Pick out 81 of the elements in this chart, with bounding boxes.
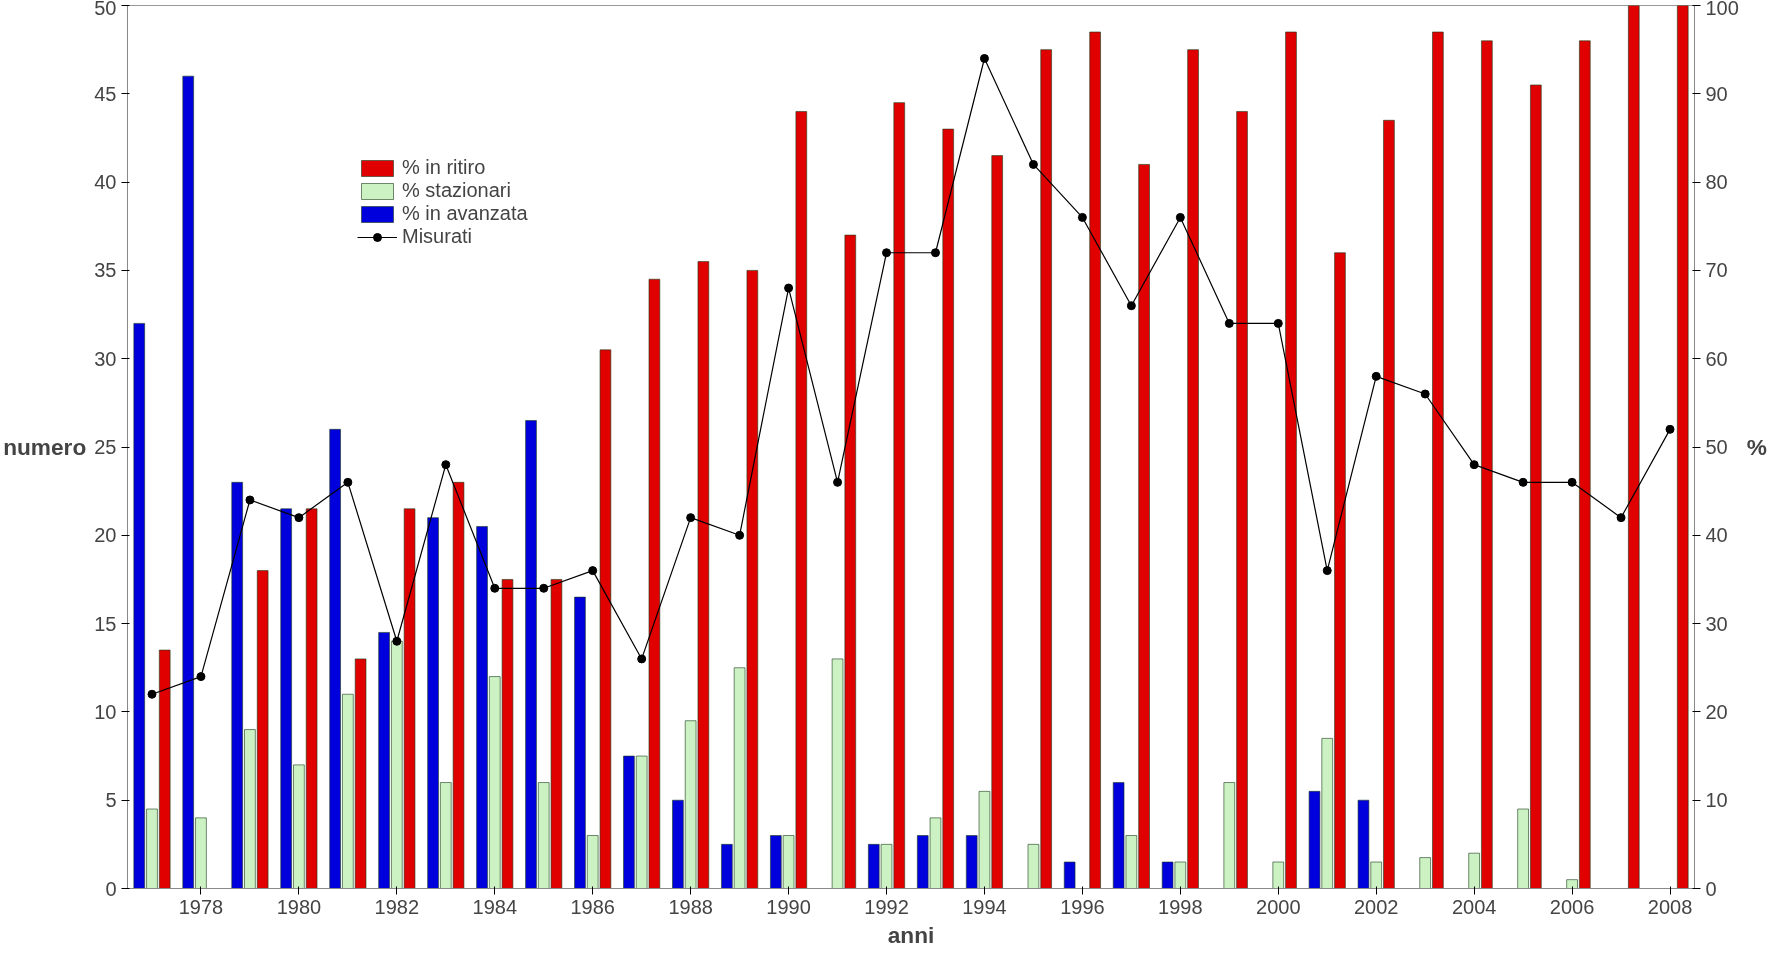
x-tick-label: 2004: [1451, 895, 1497, 918]
y-tick-label: 30: [94, 347, 117, 370]
point: [930, 248, 940, 258]
bar: [1628, 5, 1640, 889]
y-tick-label: 40: [94, 171, 117, 194]
x-axis-title: anni: [887, 921, 935, 948]
point: [882, 248, 892, 258]
y-tick-label: 20: [94, 524, 117, 547]
y-tick-label: 50: [94, 0, 117, 19]
x-tick-label: 2000: [1256, 895, 1301, 918]
legend-label: Misurati: [402, 225, 473, 248]
y-axis-title: numero: [3, 434, 87, 460]
y-tick-label: 25: [94, 436, 117, 458]
legend-label: % stazionari: [402, 179, 511, 202]
x-tick-label: 1990: [766, 895, 811, 918]
y2-tick-label: 40: [1705, 524, 1728, 547]
point: [1371, 371, 1381, 381]
y-tick-label: 35: [94, 259, 117, 282]
y2-tick-label: 60: [1705, 347, 1728, 370]
x-tick-label: 1984: [472, 895, 518, 918]
point: [686, 513, 696, 523]
y2-tick-label: 100: [1705, 0, 1739, 19]
point: [588, 566, 598, 576]
point: [1420, 389, 1430, 399]
y2-tick-label: 50: [1705, 436, 1728, 458]
x-tick-label: 1998: [1158, 895, 1203, 918]
x-tick-label: 1992: [864, 895, 909, 918]
point: [1469, 460, 1479, 470]
point: [147, 689, 157, 699]
point: [441, 460, 451, 470]
point: [245, 495, 255, 505]
y-tick-label: 15: [94, 612, 117, 635]
point: [1616, 513, 1626, 523]
y2-tick-label: 20: [1705, 700, 1728, 723]
point: [1322, 566, 1332, 576]
x-tick-label: 2006: [1549, 895, 1595, 918]
bar: [1089, 31, 1101, 889]
x-tick-label: 1988: [668, 895, 713, 918]
point: [1567, 477, 1577, 487]
point: [1126, 301, 1136, 311]
y2-axis-title: %: [1746, 434, 1768, 460]
point: [979, 53, 989, 63]
y2-tick-label: 90: [1705, 82, 1728, 105]
point: [1665, 424, 1675, 434]
point: [539, 583, 549, 593]
point: [392, 636, 402, 646]
point: [343, 477, 353, 487]
y-tick-label: 45: [94, 82, 117, 105]
legend-label: % in avanzata: [402, 202, 528, 225]
point: [833, 477, 843, 487]
x-tick-label: 1982: [374, 895, 420, 918]
point: [1224, 318, 1234, 328]
y2-tick-label: 30: [1705, 612, 1728, 635]
y2-tick-label: 0: [1705, 877, 1717, 900]
legend-label: % in ritiro: [402, 156, 486, 179]
x-tick-label: 1996: [1060, 895, 1105, 918]
x-tick-label: 1980: [276, 895, 322, 918]
y-tick-label: 10: [94, 700, 117, 723]
point: [1028, 159, 1038, 169]
y-tick-label: 5: [105, 789, 117, 812]
point: [784, 283, 794, 293]
bar: [1063, 861, 1076, 889]
bar: [1677, 5, 1689, 889]
point: [735, 530, 745, 540]
point: [1273, 318, 1283, 328]
x-tick-label: 1978: [178, 895, 224, 918]
point: [196, 672, 206, 682]
x-tick-label: 2008: [1647, 895, 1693, 918]
y2-tick-label: 70: [1705, 259, 1728, 282]
x-tick-label: 1994: [962, 895, 1007, 918]
point: [294, 513, 304, 523]
point: [1175, 212, 1185, 222]
y2-tick-label: 80: [1705, 171, 1728, 194]
point: [637, 654, 647, 664]
point: [490, 583, 500, 593]
x-tick-label: 1986: [570, 895, 615, 918]
y2-tick-label: 10: [1705, 789, 1728, 812]
point: [1077, 212, 1087, 222]
x-tick-label: 2002: [1353, 895, 1399, 918]
point: [1518, 477, 1528, 487]
y-tick-label: 0: [105, 877, 117, 900]
